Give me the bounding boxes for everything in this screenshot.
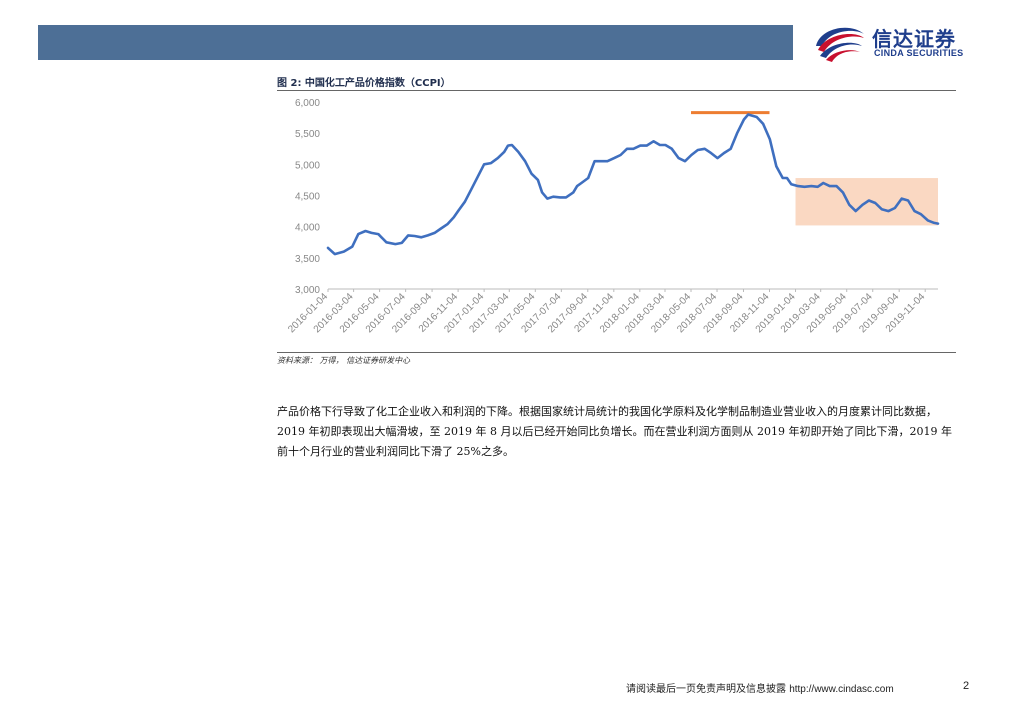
y-axis: 3,000 3,500 4,000 4,500 5,000 5,500 6,000 bbox=[295, 98, 938, 296]
y-tick-label: 4,500 bbox=[295, 192, 320, 203]
annotation-layer bbox=[691, 111, 938, 226]
y-tick-label: 3,000 bbox=[295, 285, 320, 296]
figure-source: 资料来源： 万得， 信达证券研发中心 bbox=[277, 356, 411, 365]
y-tick-label: 3,500 bbox=[295, 254, 320, 265]
logo-english-name: CINDA SECURITIES bbox=[874, 48, 964, 58]
body-paragraph: 产品价格下行导致了化工企业收入和利润的下降。根据国家统计局统计的我国化学原料及化… bbox=[277, 405, 952, 458]
header-bar bbox=[38, 25, 793, 60]
series-layer bbox=[326, 113, 940, 256]
figure-title: 图 2: 中国化工产品价格指数（CCPI） bbox=[277, 78, 451, 89]
ccpi-series-line bbox=[326, 113, 940, 256]
footer-url-link[interactable]: http://www.cindasc.com bbox=[789, 684, 894, 695]
footer-disclaimer: 请阅读最后一页免责声明及信息披露 bbox=[626, 684, 786, 695]
y-tick-label: 5,000 bbox=[295, 160, 320, 171]
ccpi-line-chart: 3,000 3,500 4,000 4,500 5,000 5,500 6,000 2016… bbox=[286, 98, 940, 335]
figure-bottom-rule bbox=[277, 352, 956, 353]
figure-top-rule bbox=[277, 90, 956, 91]
y-tick-label: 4,000 bbox=[295, 223, 320, 234]
company-logo: 信达证券 CINDA SECURITIES bbox=[810, 20, 990, 64]
x-axis: 2016-01-042016-03-042016-05-042016-07-04… bbox=[286, 289, 928, 335]
footer: 请阅读最后一页免责声明及信息披露 http://www.cindasc.com bbox=[626, 680, 894, 695]
logo-chinese-name: 信达证券 bbox=[872, 27, 956, 51]
y-tick-label: 5,500 bbox=[295, 129, 320, 140]
page-number: 2 bbox=[963, 680, 970, 692]
logo-swoosh-icon bbox=[816, 27, 864, 62]
y-tick-label: 6,000 bbox=[295, 98, 320, 109]
